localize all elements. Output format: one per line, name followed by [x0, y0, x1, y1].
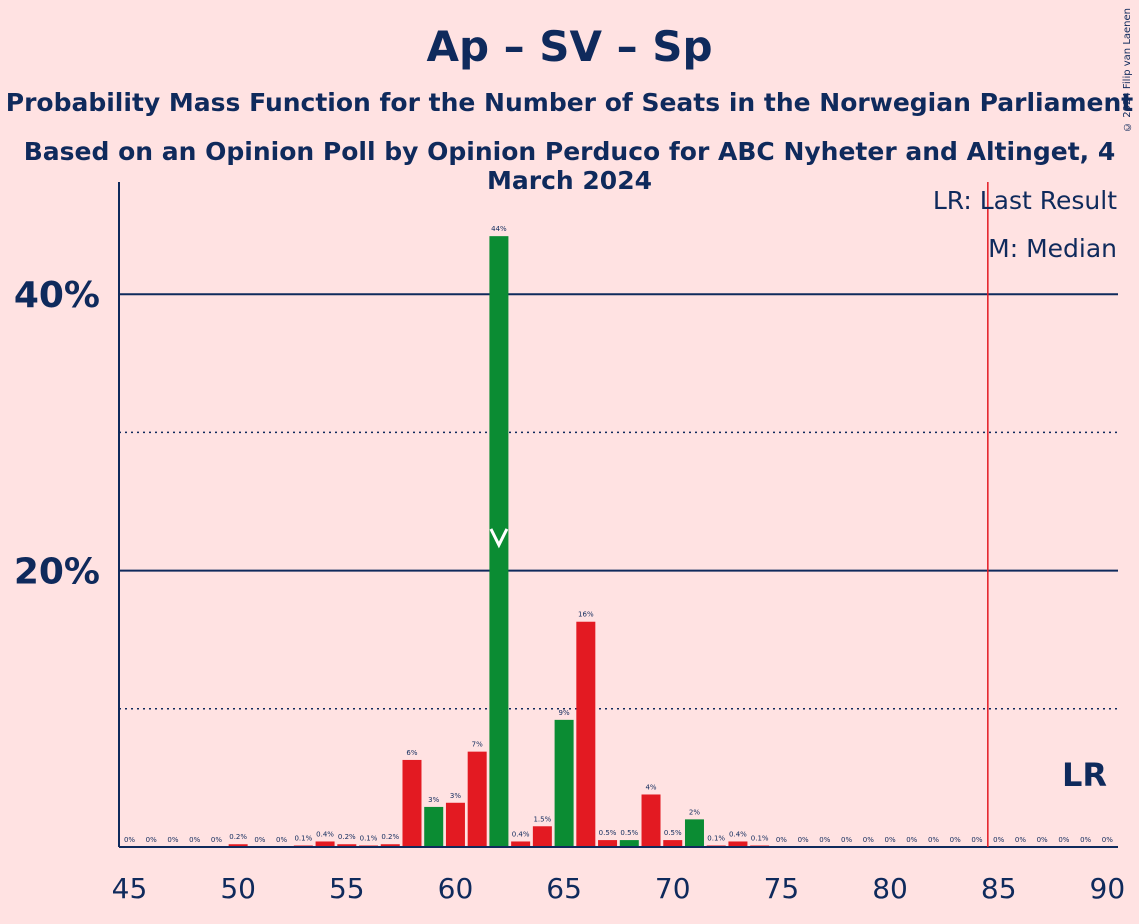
- bar-58: [402, 759, 422, 847]
- bar-65: [554, 719, 574, 847]
- y-tick-label: 20%: [14, 552, 100, 593]
- bar-61: [467, 751, 487, 847]
- bar-57: [380, 844, 400, 847]
- bar-71: [684, 819, 704, 847]
- bar-label-78: 0%: [841, 836, 852, 844]
- bar-73: [728, 841, 748, 847]
- x-tick-label: 70: [655, 872, 691, 905]
- bar-label-58: 6%: [406, 749, 417, 757]
- bar-59: [424, 806, 444, 847]
- bar-label-64: 1.5%: [533, 815, 551, 823]
- bar-label-74: 0.1%: [751, 835, 769, 843]
- bar-label-73: 0.4%: [729, 830, 747, 838]
- x-tick-label: 90: [1090, 872, 1126, 905]
- bar-67: [598, 840, 618, 847]
- last-result-marker-label: LR: [1062, 756, 1107, 794]
- bar-69: [641, 794, 661, 847]
- bar-label-55: 0.2%: [338, 833, 356, 841]
- bar-label-60: 3%: [450, 792, 461, 800]
- bar-label-80: 0%: [884, 836, 895, 844]
- bar-label-85: 0%: [993, 836, 1004, 844]
- bar-label-62: 44%: [491, 225, 507, 233]
- bar-label-63: 0.4%: [512, 830, 530, 838]
- x-tick-label: 75: [764, 872, 800, 905]
- x-tick-label: 55: [329, 872, 365, 905]
- bar-label-45: 0%: [124, 836, 135, 844]
- bar-70: [663, 840, 683, 847]
- bar-label-51: 0%: [254, 836, 265, 844]
- x-tick-label: 50: [220, 872, 256, 905]
- bar-66: [576, 621, 596, 847]
- x-tick-label: 45: [112, 872, 148, 905]
- x-tick-label: 80: [872, 872, 908, 905]
- chart-title: Ap – SV – Sp: [426, 22, 713, 71]
- bar-label-76: 0%: [798, 836, 809, 844]
- bar-label-57: 0.2%: [381, 833, 399, 841]
- bar-label-65: 9%: [559, 709, 570, 717]
- bar-label-90: 0%: [1102, 836, 1113, 844]
- bar-54: [315, 841, 335, 847]
- legend-median: M: Median: [988, 234, 1117, 263]
- bar-label-53: 0.1%: [294, 835, 312, 843]
- bar-label-75: 0%: [776, 836, 787, 844]
- median-marker: [489, 528, 509, 549]
- bar-label-89: 0%: [1080, 836, 1091, 844]
- bar-label-87: 0%: [1037, 836, 1048, 844]
- bar-55: [337, 844, 357, 847]
- bar-label-59: 3%: [428, 796, 439, 804]
- bar-label-70: 0.5%: [664, 829, 682, 837]
- bar-label-48: 0%: [189, 836, 200, 844]
- bar-label-69: 4%: [645, 783, 656, 791]
- x-tick-label: 85: [981, 872, 1017, 905]
- x-tick-label: 65: [546, 872, 582, 905]
- bar-label-66: 16%: [578, 611, 594, 619]
- bar-63: [511, 841, 531, 847]
- bar-label-52: 0%: [276, 836, 287, 844]
- bar-label-68: 0.5%: [620, 829, 638, 837]
- y-tick-label: 40%: [14, 275, 100, 316]
- bar-label-81: 0%: [906, 836, 917, 844]
- bar-label-86: 0%: [1015, 836, 1026, 844]
- bar-label-71: 2%: [689, 808, 700, 816]
- bar-label-56: 0.1%: [360, 835, 378, 843]
- bar-label-50: 0.2%: [229, 833, 247, 841]
- bar-label-67: 0.5%: [599, 829, 617, 837]
- bar-68: [619, 840, 639, 847]
- bar-50: [228, 844, 248, 847]
- legend-last-result: LR: Last Result: [933, 186, 1117, 215]
- bar-label-72: 0.1%: [707, 835, 725, 843]
- bar-label-84: 0%: [971, 836, 982, 844]
- bar-label-79: 0%: [863, 836, 874, 844]
- bar-label-83: 0%: [950, 836, 961, 844]
- chart-subtitle-2: Based on an Opinion Poll by Opinion Perd…: [23, 137, 1116, 195]
- x-tick-label: 60: [438, 872, 474, 905]
- bar-64: [532, 826, 552, 847]
- bar-62: [489, 236, 509, 847]
- bar-60: [445, 802, 465, 847]
- bar-label-49: 0%: [211, 836, 222, 844]
- chart-subtitle: Probability Mass Function for the Number…: [5, 88, 1134, 117]
- bar-label-61: 7%: [472, 741, 483, 749]
- bar-label-82: 0%: [928, 836, 939, 844]
- bar-label-54: 0.4%: [316, 830, 334, 838]
- bar-label-77: 0%: [819, 836, 830, 844]
- bar-label-46: 0%: [146, 836, 157, 844]
- bar-label-88: 0%: [1058, 836, 1069, 844]
- bar-label-47: 0%: [167, 836, 178, 844]
